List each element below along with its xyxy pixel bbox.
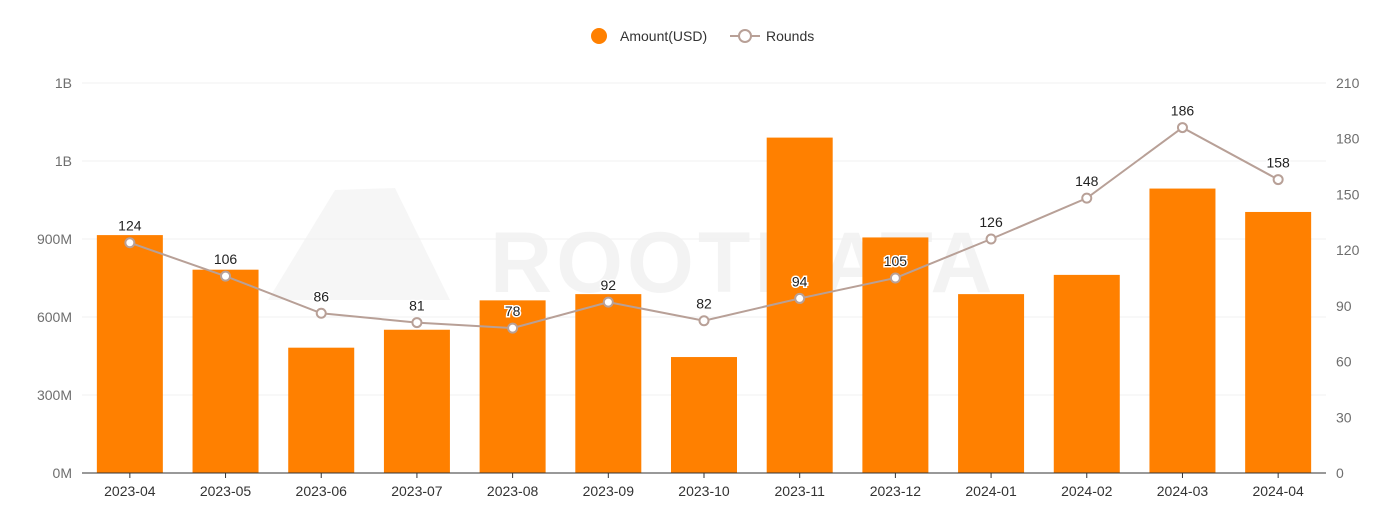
y-left-tick-label: 900M [37,231,72,247]
rounds-data-label: 148 [1075,173,1099,189]
amount-bar[interactable] [192,269,259,473]
rounds-point[interactable] [507,322,519,334]
legend-bar-swatch-icon[interactable] [591,28,607,44]
rounds-point[interactable] [1176,122,1188,134]
x-tick-label: 2024-02 [1061,483,1113,499]
rounds-point[interactable] [698,315,710,327]
rounds-point[interactable] [794,292,806,304]
rounds-data-label: 106 [214,251,238,267]
amount-bar[interactable] [671,357,737,473]
x-tick-label: 2023-07 [391,483,443,499]
y-left-tick-label: 600M [37,309,72,325]
rounds-data-label: 82 [696,296,712,312]
amount-bar[interactable] [766,137,833,473]
x-tick-label: 2023-05 [200,483,252,499]
rounds-point[interactable] [1272,174,1284,186]
amount-bar[interactable] [958,294,1025,473]
legend-line-marker-icon[interactable] [738,29,752,43]
rounds-point[interactable] [315,307,327,319]
rounds-data-label: 158 [1266,155,1290,171]
amount-bar[interactable] [575,294,642,473]
x-tick-label: 2023-11 [775,483,826,499]
legend[interactable]: Amount(USD) Rounds [591,28,814,44]
rounds-point[interactable] [124,237,136,249]
rounds-data-label: 86 [313,288,329,304]
rounds-point[interactable] [1081,192,1093,204]
x-tick-label: 2024-01 [965,483,1017,499]
watermark-logo-icon [268,188,450,300]
rounds-data-label: 92 [601,277,617,293]
amount-bar[interactable] [1149,188,1216,473]
y-right-tick-label: 120 [1336,242,1360,258]
amount-bar[interactable] [383,329,450,473]
rounds-data-label: 94 [792,273,808,289]
y-left-tick-label: 1B [55,75,72,91]
x-tick-label: 2023-10 [678,483,730,499]
bars [96,137,1312,473]
rounds-point[interactable] [889,272,901,284]
y-right-tick-label: 60 [1336,354,1352,370]
rounds-data-label: 124 [118,218,142,234]
rounds-data-label: 186 [1171,103,1195,119]
amount-bar[interactable] [96,235,163,473]
y-right-tick-label: 30 [1336,409,1352,425]
x-tick-label: 2023-12 [870,483,922,499]
rounds-point[interactable] [411,317,423,329]
grid [82,82,1326,396]
y-right-tick-label: 0 [1336,465,1344,481]
y-left-tick-label: 300M [37,387,72,403]
rounds-point[interactable] [602,296,614,308]
amount-bar[interactable] [1245,211,1312,473]
x-tick-label: 2023-04 [104,483,156,499]
x-tick-label: 2023-09 [583,483,635,499]
y-right-tick-label: 90 [1336,298,1352,314]
legend-amount-label[interactable]: Amount(USD) [620,28,707,44]
rounds-point[interactable] [220,270,232,282]
y-left-tick-label: 1B [55,153,72,169]
rounds-data-label: 81 [409,298,425,314]
amount-bar[interactable] [288,347,355,473]
x-tick-label: 2023-08 [487,483,539,499]
rounds-data-label: 105 [884,253,908,269]
rounds-point[interactable] [985,233,997,245]
rounds-data-label: 78 [505,303,521,319]
rounds-line [124,122,1284,334]
y-right-tick-label: 180 [1336,131,1360,147]
x-tick-label: 2023-06 [296,483,348,499]
data-labels: 124 106 86 81 78 92 82 94 105 126 148 186 158 [117,101,1292,321]
legend-rounds-label[interactable]: Rounds [766,28,814,44]
rounds-data-label: 126 [979,214,1003,230]
y-right-tick-label: 210 [1336,75,1360,91]
axes: 0M 300M 600M 900M 1B 1B 0 30 60 90 120 150 180 210 202… [37,75,1360,499]
y-right-tick-label: 150 [1336,186,1360,202]
x-tick-label: 2024-03 [1157,483,1209,499]
y-left-tick-label: 0M [53,465,72,481]
x-tick-label: 2024-04 [1252,483,1304,499]
amount-bar[interactable] [1053,274,1120,473]
